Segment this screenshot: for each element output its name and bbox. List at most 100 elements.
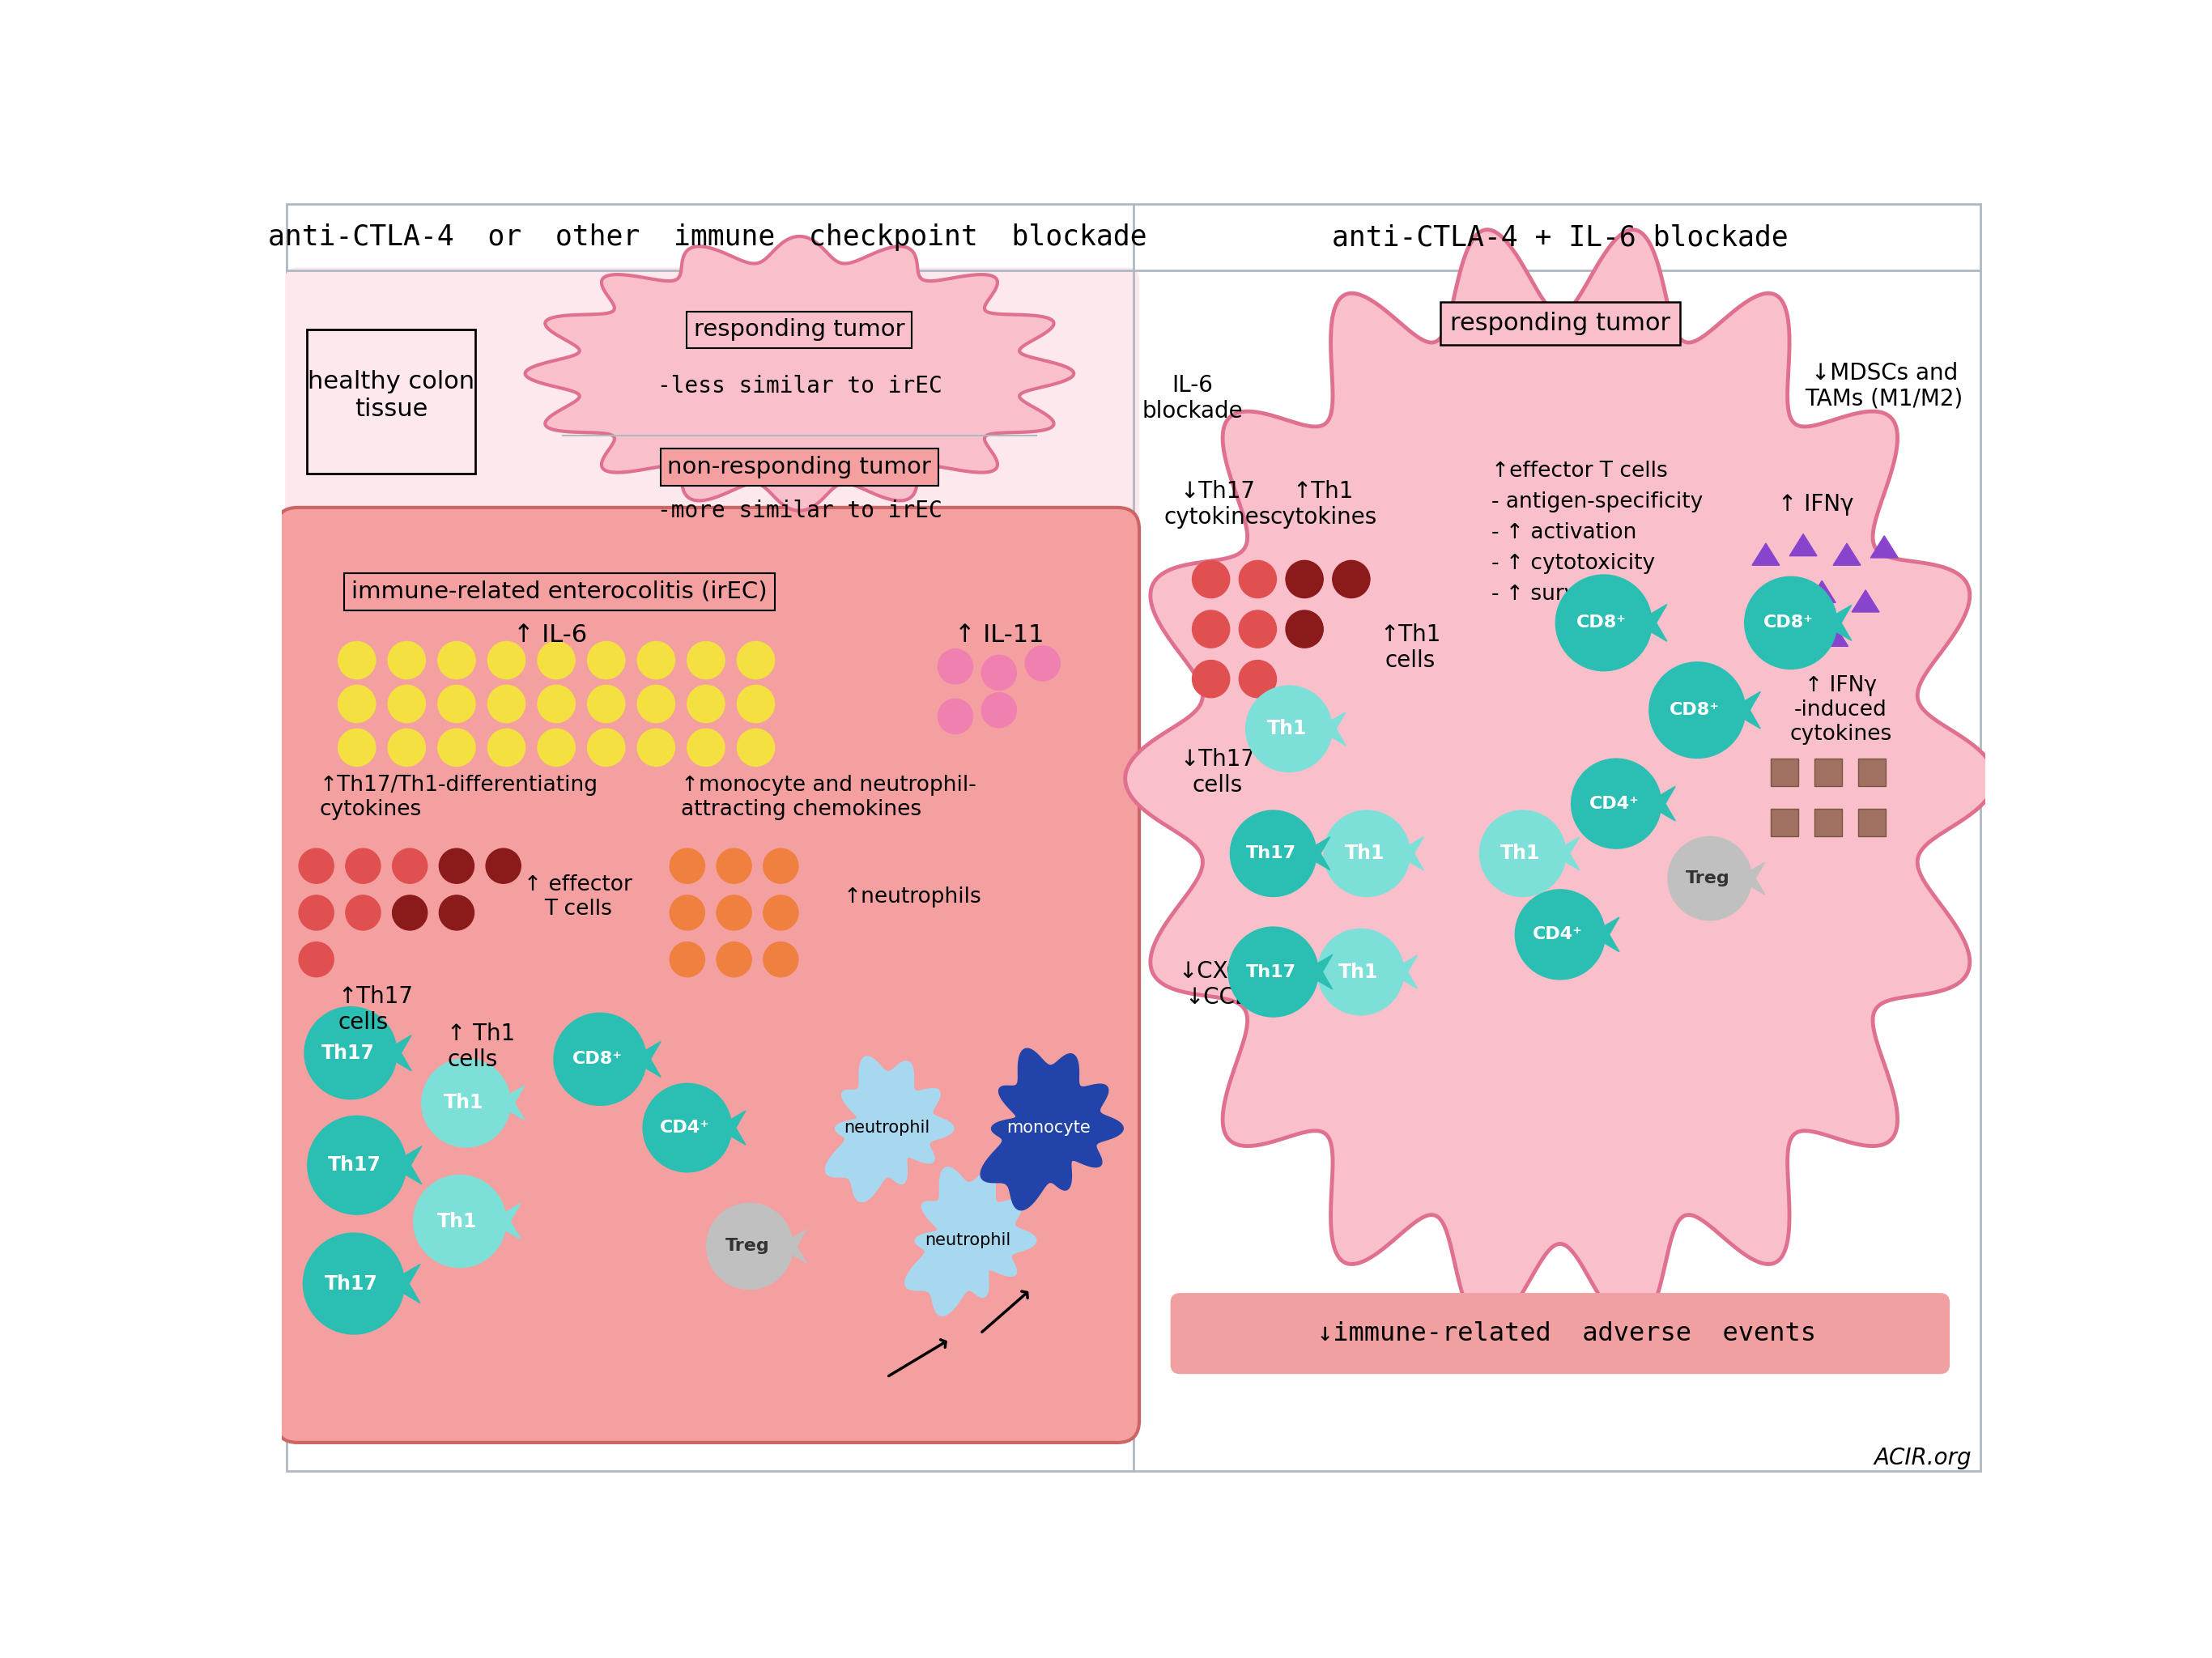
Circle shape [737, 642, 774, 680]
Circle shape [489, 685, 524, 723]
Text: Th17: Th17 [1245, 846, 1296, 862]
Circle shape [1239, 660, 1276, 698]
Circle shape [487, 849, 520, 884]
Circle shape [345, 895, 380, 930]
Text: ↑Th17
cells: ↑Th17 cells [338, 985, 414, 1035]
Polygon shape [635, 1041, 661, 1078]
Circle shape [737, 730, 774, 766]
FancyBboxPatch shape [1772, 759, 1798, 786]
Circle shape [299, 849, 334, 884]
Circle shape [763, 849, 799, 884]
Circle shape [1285, 560, 1323, 599]
Circle shape [299, 895, 334, 930]
Circle shape [440, 895, 473, 930]
Text: non-responding tumor: non-responding tumor [668, 456, 931, 479]
Circle shape [438, 642, 476, 680]
FancyBboxPatch shape [1814, 759, 1843, 786]
Circle shape [392, 849, 427, 884]
Polygon shape [1871, 536, 1898, 557]
Circle shape [1332, 560, 1369, 599]
Circle shape [1515, 889, 1606, 980]
Polygon shape [1807, 580, 1836, 602]
Circle shape [588, 685, 626, 723]
Text: Th17: Th17 [1245, 963, 1296, 980]
Text: Th17: Th17 [327, 1156, 380, 1176]
Polygon shape [721, 1111, 745, 1144]
Circle shape [670, 895, 706, 930]
Circle shape [637, 642, 675, 680]
Text: ↑Th17/Th1-differentiating
cytokines: ↑Th17/Th1-differentiating cytokines [319, 774, 597, 821]
Text: ↓Th17
cells: ↓Th17 cells [1179, 748, 1254, 797]
Polygon shape [524, 237, 1073, 511]
Text: responding tumor: responding tumor [1449, 312, 1670, 335]
Text: -less similar to irEC: -less similar to irEC [657, 375, 942, 398]
Circle shape [588, 730, 626, 766]
Text: ↑monocyte and neutrophil-
attracting chemokines: ↑monocyte and neutrophil- attracting che… [681, 774, 975, 821]
Polygon shape [1752, 544, 1778, 565]
Text: ↑Th1
cells: ↑Th1 cells [1380, 623, 1440, 671]
Circle shape [1245, 685, 1332, 773]
Circle shape [538, 685, 575, 723]
Circle shape [553, 1013, 646, 1106]
Polygon shape [1305, 837, 1329, 870]
FancyBboxPatch shape [307, 330, 476, 473]
Polygon shape [905, 1167, 1035, 1316]
Polygon shape [1790, 534, 1816, 555]
FancyBboxPatch shape [1858, 759, 1885, 786]
FancyBboxPatch shape [1814, 809, 1843, 836]
Circle shape [688, 730, 726, 766]
Circle shape [763, 895, 799, 930]
Polygon shape [1400, 837, 1425, 870]
Circle shape [420, 1058, 511, 1147]
Text: Th1: Th1 [438, 1212, 478, 1230]
Circle shape [938, 648, 973, 685]
Circle shape [1230, 809, 1316, 897]
Circle shape [489, 730, 524, 766]
Circle shape [338, 730, 376, 766]
FancyBboxPatch shape [1858, 809, 1885, 836]
Text: Treg: Treg [726, 1239, 770, 1255]
Circle shape [1743, 575, 1838, 670]
Polygon shape [392, 1263, 420, 1303]
Text: immune-related enterocolitis (irEC): immune-related enterocolitis (irEC) [352, 580, 768, 604]
Circle shape [1668, 836, 1752, 920]
Polygon shape [394, 1146, 422, 1184]
Text: IL-6
blockade: IL-6 blockade [1141, 375, 1243, 423]
Circle shape [637, 685, 675, 723]
FancyBboxPatch shape [276, 507, 1139, 1442]
Text: monocyte: monocyte [1006, 1119, 1091, 1136]
Circle shape [1239, 560, 1276, 599]
Circle shape [1192, 610, 1230, 648]
Circle shape [1192, 560, 1230, 599]
Text: anti-CTLA-4 + IL-6 blockade: anti-CTLA-4 + IL-6 blockade [1332, 224, 1787, 252]
Polygon shape [1734, 691, 1761, 728]
Circle shape [299, 942, 334, 977]
Polygon shape [980, 1048, 1124, 1210]
Circle shape [387, 642, 425, 680]
Text: responding tumor: responding tumor [695, 318, 905, 342]
Circle shape [1024, 647, 1060, 681]
Circle shape [392, 895, 427, 930]
Text: CD4⁺: CD4⁺ [1588, 796, 1639, 812]
Text: CD8⁺: CD8⁺ [1577, 615, 1626, 632]
Circle shape [338, 642, 376, 680]
Text: Treg: Treg [1686, 870, 1730, 887]
Text: ↓MDSCs and
TAMs (M1/M2): ↓MDSCs and TAMs (M1/M2) [1805, 361, 1964, 411]
Text: ↑ IFNγ
-induced
cytokines: ↑ IFNγ -induced cytokines [1790, 675, 1891, 744]
Circle shape [438, 730, 476, 766]
Polygon shape [1126, 230, 1995, 1328]
Polygon shape [1639, 605, 1668, 642]
Circle shape [737, 685, 774, 723]
Polygon shape [1595, 917, 1619, 952]
Polygon shape [825, 1056, 953, 1202]
Circle shape [717, 942, 752, 977]
Circle shape [489, 642, 524, 680]
Text: Th17: Th17 [321, 1043, 376, 1063]
Text: ↑ IL-6: ↑ IL-6 [513, 623, 586, 647]
Text: CD8⁺: CD8⁺ [1670, 701, 1721, 718]
Text: ↑neutrophils: ↑neutrophils [843, 887, 982, 907]
Polygon shape [1820, 625, 1847, 647]
Text: CD4⁺: CD4⁺ [1533, 927, 1584, 943]
Circle shape [1555, 574, 1652, 671]
FancyBboxPatch shape [285, 267, 1139, 579]
